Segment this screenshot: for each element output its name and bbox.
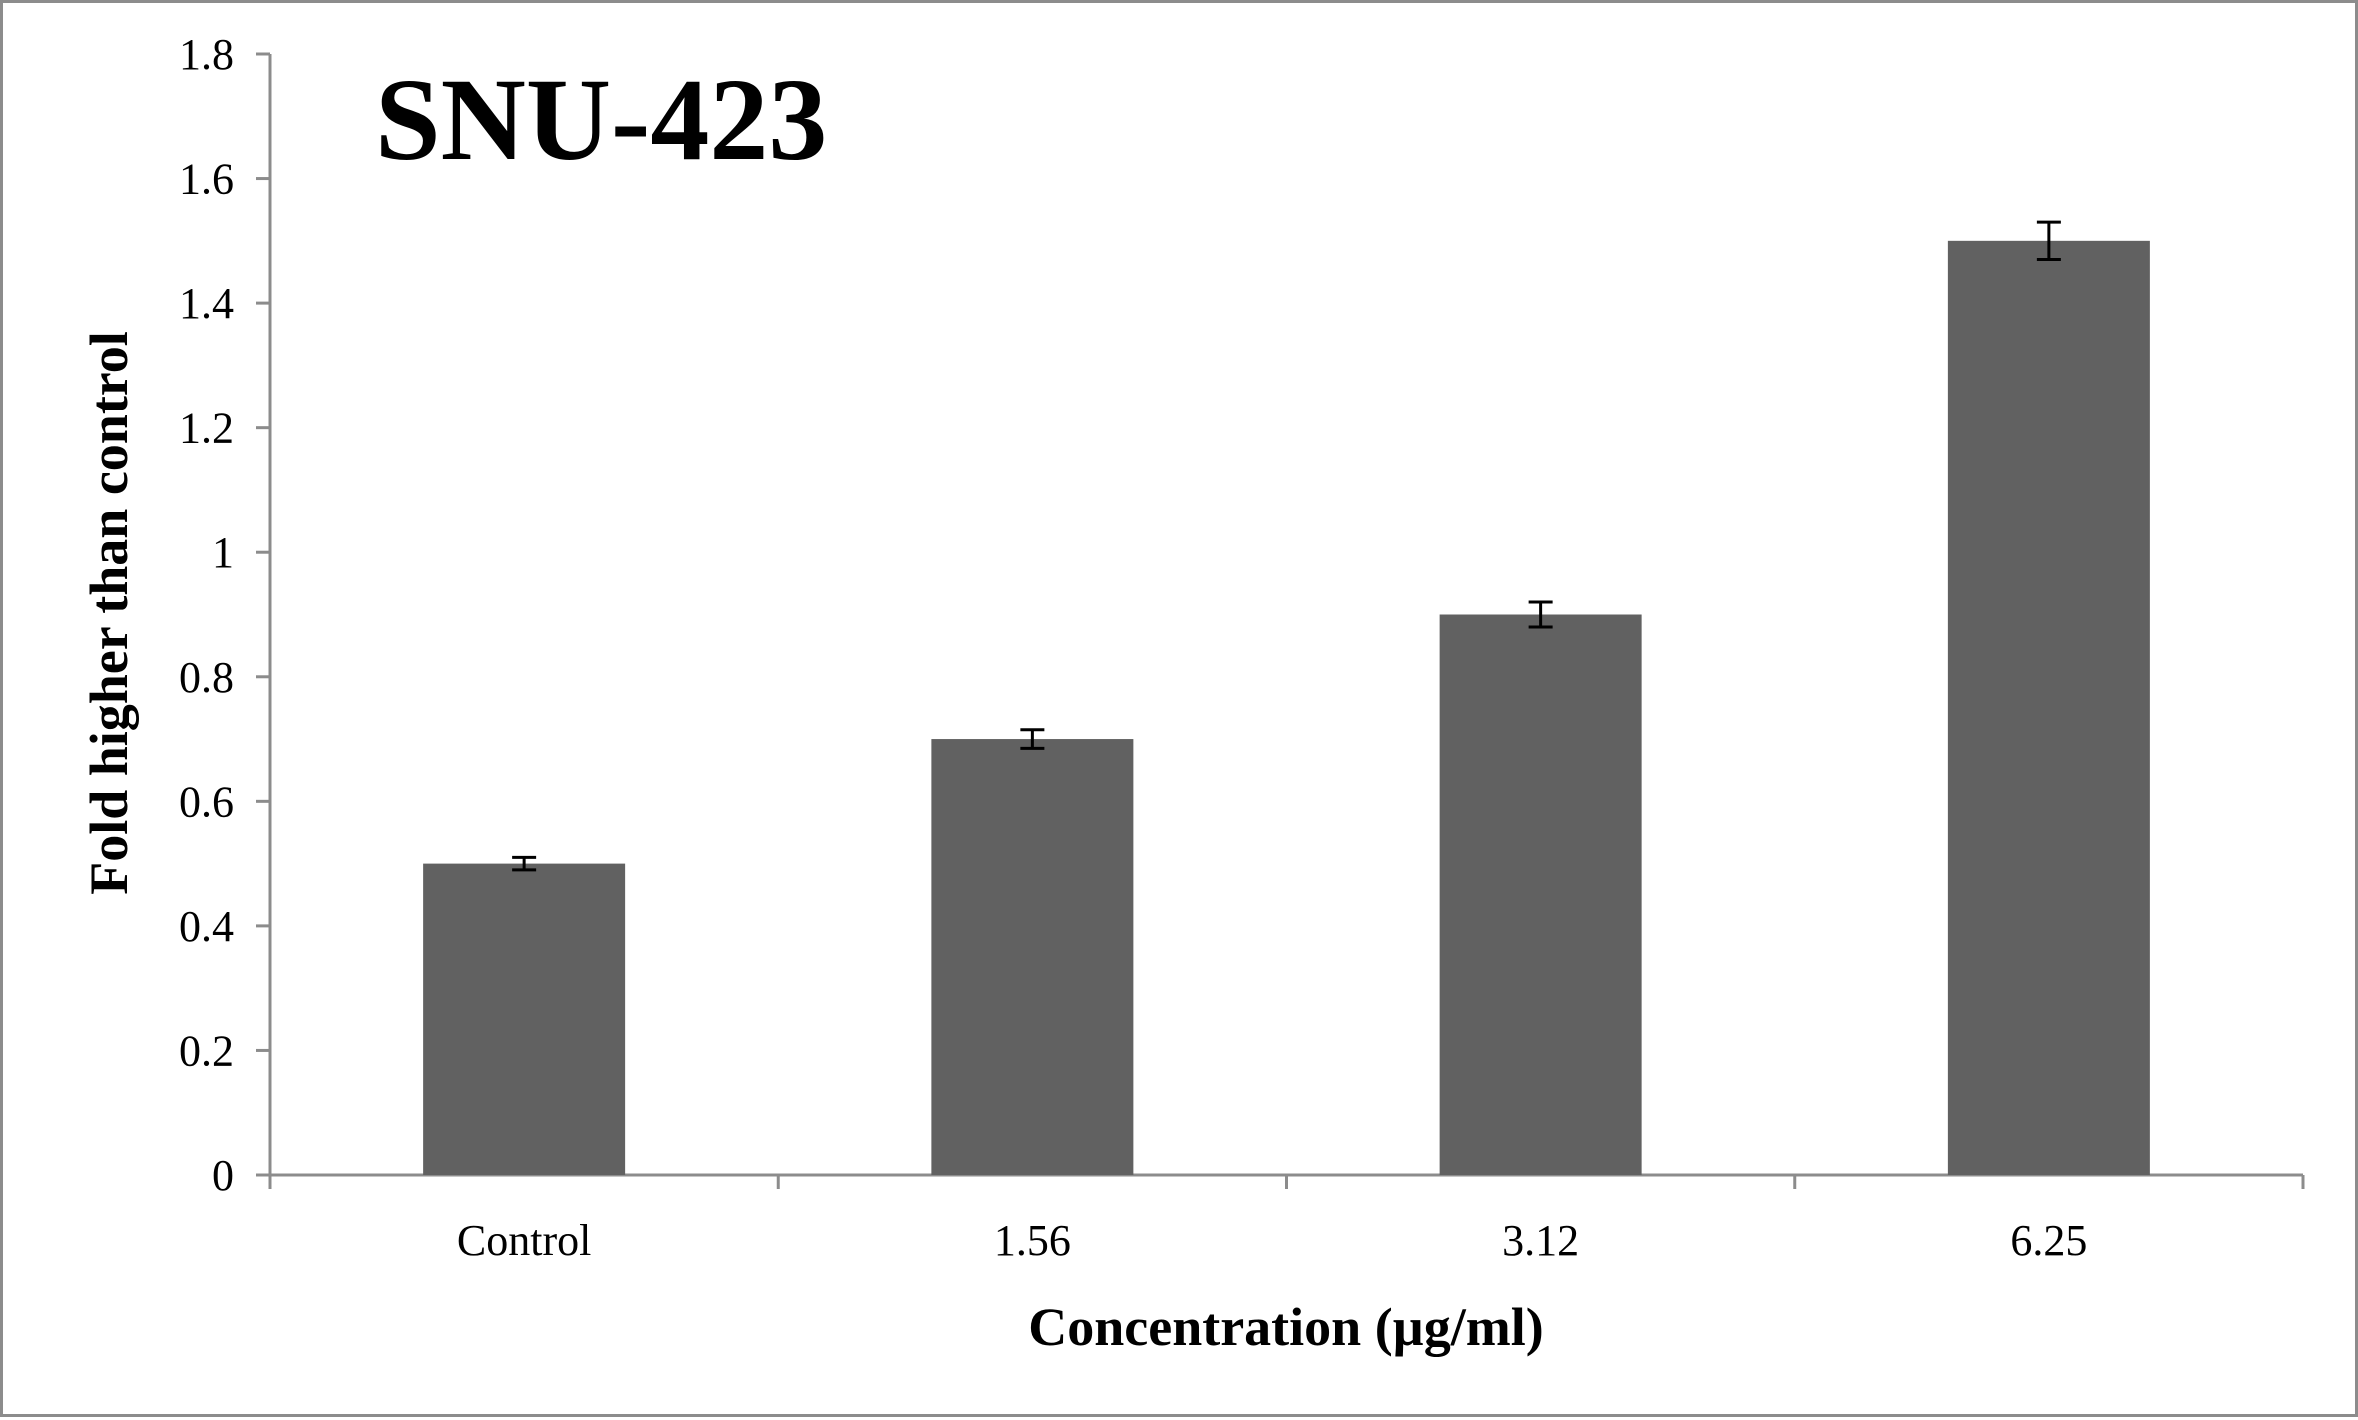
bar: [423, 863, 626, 1175]
error-bar: [1020, 728, 1045, 750]
x-tick-label: Control: [457, 1216, 591, 1265]
y-tick-label: 1: [212, 528, 234, 577]
x-tick-label: 3.12: [1502, 1216, 1579, 1265]
bar-chart: 0 0.2 0.4 0.6 0.8 1 1.2 1.4 1.6 1.8 Control 1.56 3.1…: [79, 30, 2305, 1357]
bar: [1947, 240, 2150, 1176]
bars: [423, 240, 2150, 1176]
error-bar: [1528, 600, 1553, 629]
tick-labels: 0 0.2 0.4 0.6 0.8 1 1.2 1.4 1.6 1.8 Control 1.56 3.1…: [179, 30, 2087, 1265]
y-tick-label: 0.6: [179, 777, 234, 826]
y-tick-label: 0.8: [179, 653, 234, 702]
x-tick-label: 6.25: [2010, 1216, 2087, 1265]
x-tick-label: 1.56: [994, 1216, 1071, 1265]
error-bar: [2036, 220, 2061, 262]
y-axis-title: Fold higher than control: [79, 331, 139, 895]
y-tick-label: 0: [212, 1151, 234, 1200]
y-tick-label: 0.4: [179, 902, 234, 951]
y-tick-label: 1.4: [179, 279, 234, 328]
y-tick-label: 1.6: [179, 155, 234, 204]
bar: [931, 739, 1134, 1175]
y-tick-label: 0.2: [179, 1026, 234, 1075]
y-tick-label: 1.8: [179, 30, 234, 79]
error-bars: [512, 220, 2061, 872]
bar: [1439, 614, 1642, 1175]
y-tick-label: 1.2: [179, 404, 234, 453]
chart-title: SNU-423: [375, 54, 827, 185]
error-bar: [512, 855, 537, 872]
x-axis-title: Concentration (µg/ml): [1028, 1297, 1544, 1357]
